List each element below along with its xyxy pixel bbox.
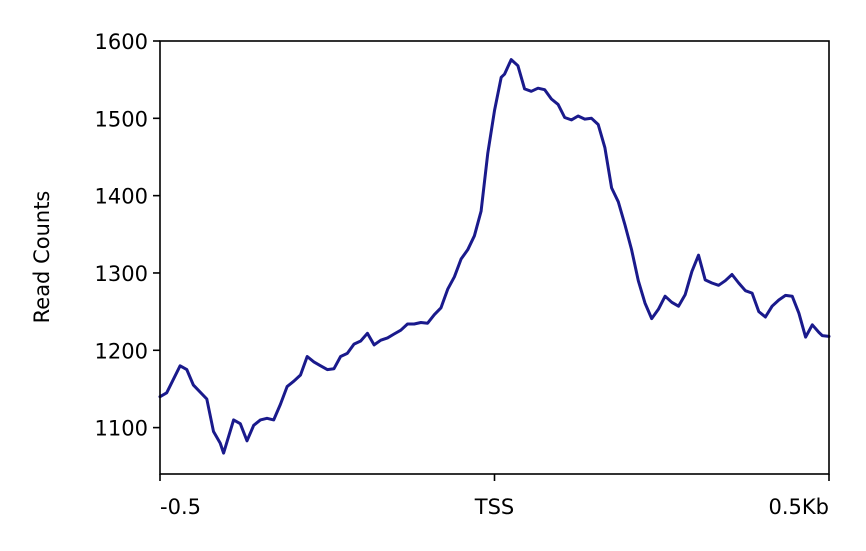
series-line-0 [158,58,831,455]
y-tick-label: 1200 [95,339,148,363]
x-tick-label: TSS [474,495,515,519]
y-tick-label: 1400 [95,185,148,209]
y-tick-label: 1100 [95,417,148,441]
y-tick-label: 1300 [95,262,148,286]
x-tick-label: 0.5Kb [769,495,830,519]
x-tick-label: -0.5 [160,495,201,519]
y-tick-label: 1600 [95,30,148,54]
y-axis-label: Read Counts [30,191,54,324]
y-tick-label: 1500 [95,107,148,131]
